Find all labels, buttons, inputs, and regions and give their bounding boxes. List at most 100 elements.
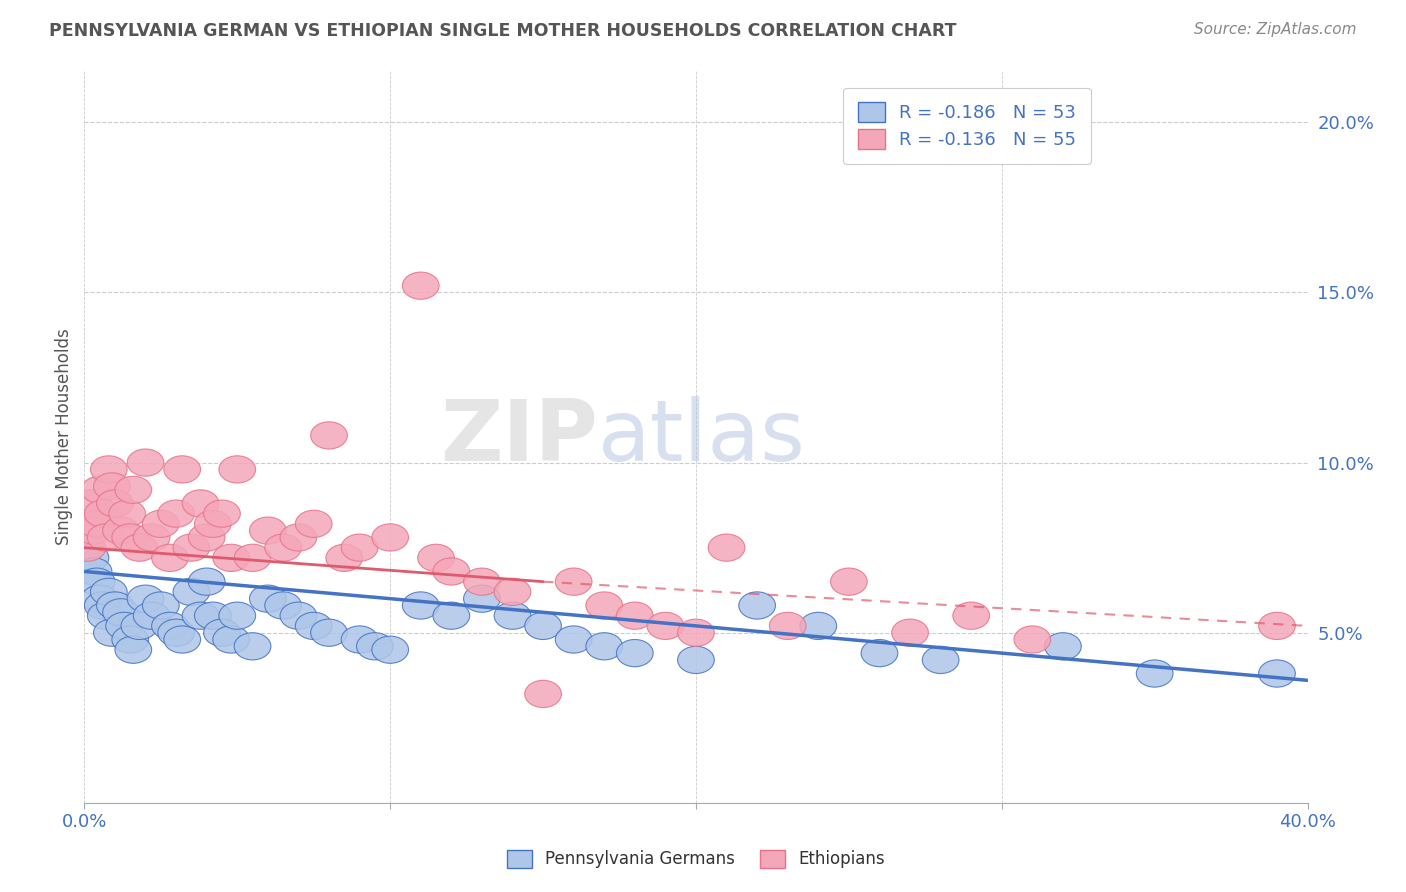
Ellipse shape [678,619,714,647]
Ellipse shape [84,500,121,527]
Ellipse shape [90,578,127,606]
Ellipse shape [769,612,806,640]
Ellipse shape [79,568,115,595]
Ellipse shape [134,602,170,629]
Ellipse shape [108,500,146,527]
Ellipse shape [75,558,112,585]
Ellipse shape [115,636,152,664]
Ellipse shape [709,534,745,561]
Ellipse shape [678,647,714,673]
Ellipse shape [79,510,115,538]
Y-axis label: Single Mother Households: Single Mother Households [55,329,73,545]
Ellipse shape [249,585,287,612]
Ellipse shape [127,585,165,612]
Ellipse shape [1258,660,1295,687]
Ellipse shape [433,602,470,629]
Ellipse shape [112,626,149,653]
Ellipse shape [464,585,501,612]
Ellipse shape [194,510,231,538]
Ellipse shape [105,612,142,640]
Text: atlas: atlas [598,395,806,479]
Ellipse shape [371,524,409,551]
Ellipse shape [219,456,256,483]
Ellipse shape [212,626,249,653]
Ellipse shape [94,473,131,500]
Ellipse shape [173,534,209,561]
Ellipse shape [311,422,347,449]
Ellipse shape [264,592,301,619]
Ellipse shape [922,647,959,673]
Ellipse shape [326,544,363,572]
Ellipse shape [165,626,201,653]
Ellipse shape [891,619,928,647]
Ellipse shape [1014,626,1050,653]
Ellipse shape [103,599,139,626]
Ellipse shape [402,592,439,619]
Ellipse shape [90,456,127,483]
Ellipse shape [152,544,188,572]
Ellipse shape [183,490,219,517]
Ellipse shape [69,534,105,561]
Text: PENNSYLVANIA GERMAN VS ETHIOPIAN SINGLE MOTHER HOUSEHOLDS CORRELATION CHART: PENNSYLVANIA GERMAN VS ETHIOPIAN SINGLE … [49,22,956,40]
Ellipse shape [121,534,157,561]
Ellipse shape [94,619,131,647]
Ellipse shape [342,534,378,561]
Ellipse shape [75,517,112,544]
Ellipse shape [72,544,108,572]
Ellipse shape [295,510,332,538]
Ellipse shape [800,612,837,640]
Ellipse shape [235,544,271,572]
Ellipse shape [342,626,378,653]
Ellipse shape [152,612,188,640]
Ellipse shape [524,681,561,707]
Ellipse shape [157,500,194,527]
Ellipse shape [142,510,179,538]
Text: Source: ZipAtlas.com: Source: ZipAtlas.com [1194,22,1357,37]
Ellipse shape [860,640,898,666]
Ellipse shape [953,602,990,629]
Ellipse shape [82,476,118,503]
Ellipse shape [371,636,409,664]
Ellipse shape [134,524,170,551]
Ellipse shape [204,500,240,527]
Ellipse shape [115,476,152,503]
Ellipse shape [165,456,201,483]
Ellipse shape [127,449,165,476]
Ellipse shape [82,585,118,612]
Ellipse shape [183,602,219,629]
Ellipse shape [103,517,139,544]
Ellipse shape [831,568,868,595]
Ellipse shape [87,602,124,629]
Ellipse shape [142,592,179,619]
Ellipse shape [121,612,157,640]
Ellipse shape [524,612,561,640]
Ellipse shape [402,272,439,300]
Ellipse shape [72,490,108,517]
Ellipse shape [616,602,654,629]
Ellipse shape [494,578,531,606]
Ellipse shape [555,568,592,595]
Ellipse shape [188,524,225,551]
Ellipse shape [983,126,1021,153]
Ellipse shape [295,612,332,640]
Ellipse shape [204,619,240,647]
Ellipse shape [464,568,501,595]
Ellipse shape [1258,612,1295,640]
Ellipse shape [188,568,225,595]
Ellipse shape [280,524,316,551]
Ellipse shape [418,544,454,572]
Ellipse shape [433,558,470,585]
Ellipse shape [586,632,623,660]
Ellipse shape [157,619,194,647]
Ellipse shape [1136,660,1173,687]
Ellipse shape [494,602,531,629]
Ellipse shape [173,578,209,606]
Ellipse shape [616,640,654,666]
Ellipse shape [194,602,231,629]
Ellipse shape [280,602,316,629]
Ellipse shape [97,490,134,517]
Ellipse shape [357,632,394,660]
Ellipse shape [264,534,301,561]
Ellipse shape [97,592,134,619]
Ellipse shape [586,592,623,619]
